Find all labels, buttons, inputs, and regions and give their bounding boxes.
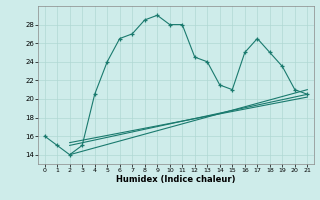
- X-axis label: Humidex (Indice chaleur): Humidex (Indice chaleur): [116, 175, 236, 184]
